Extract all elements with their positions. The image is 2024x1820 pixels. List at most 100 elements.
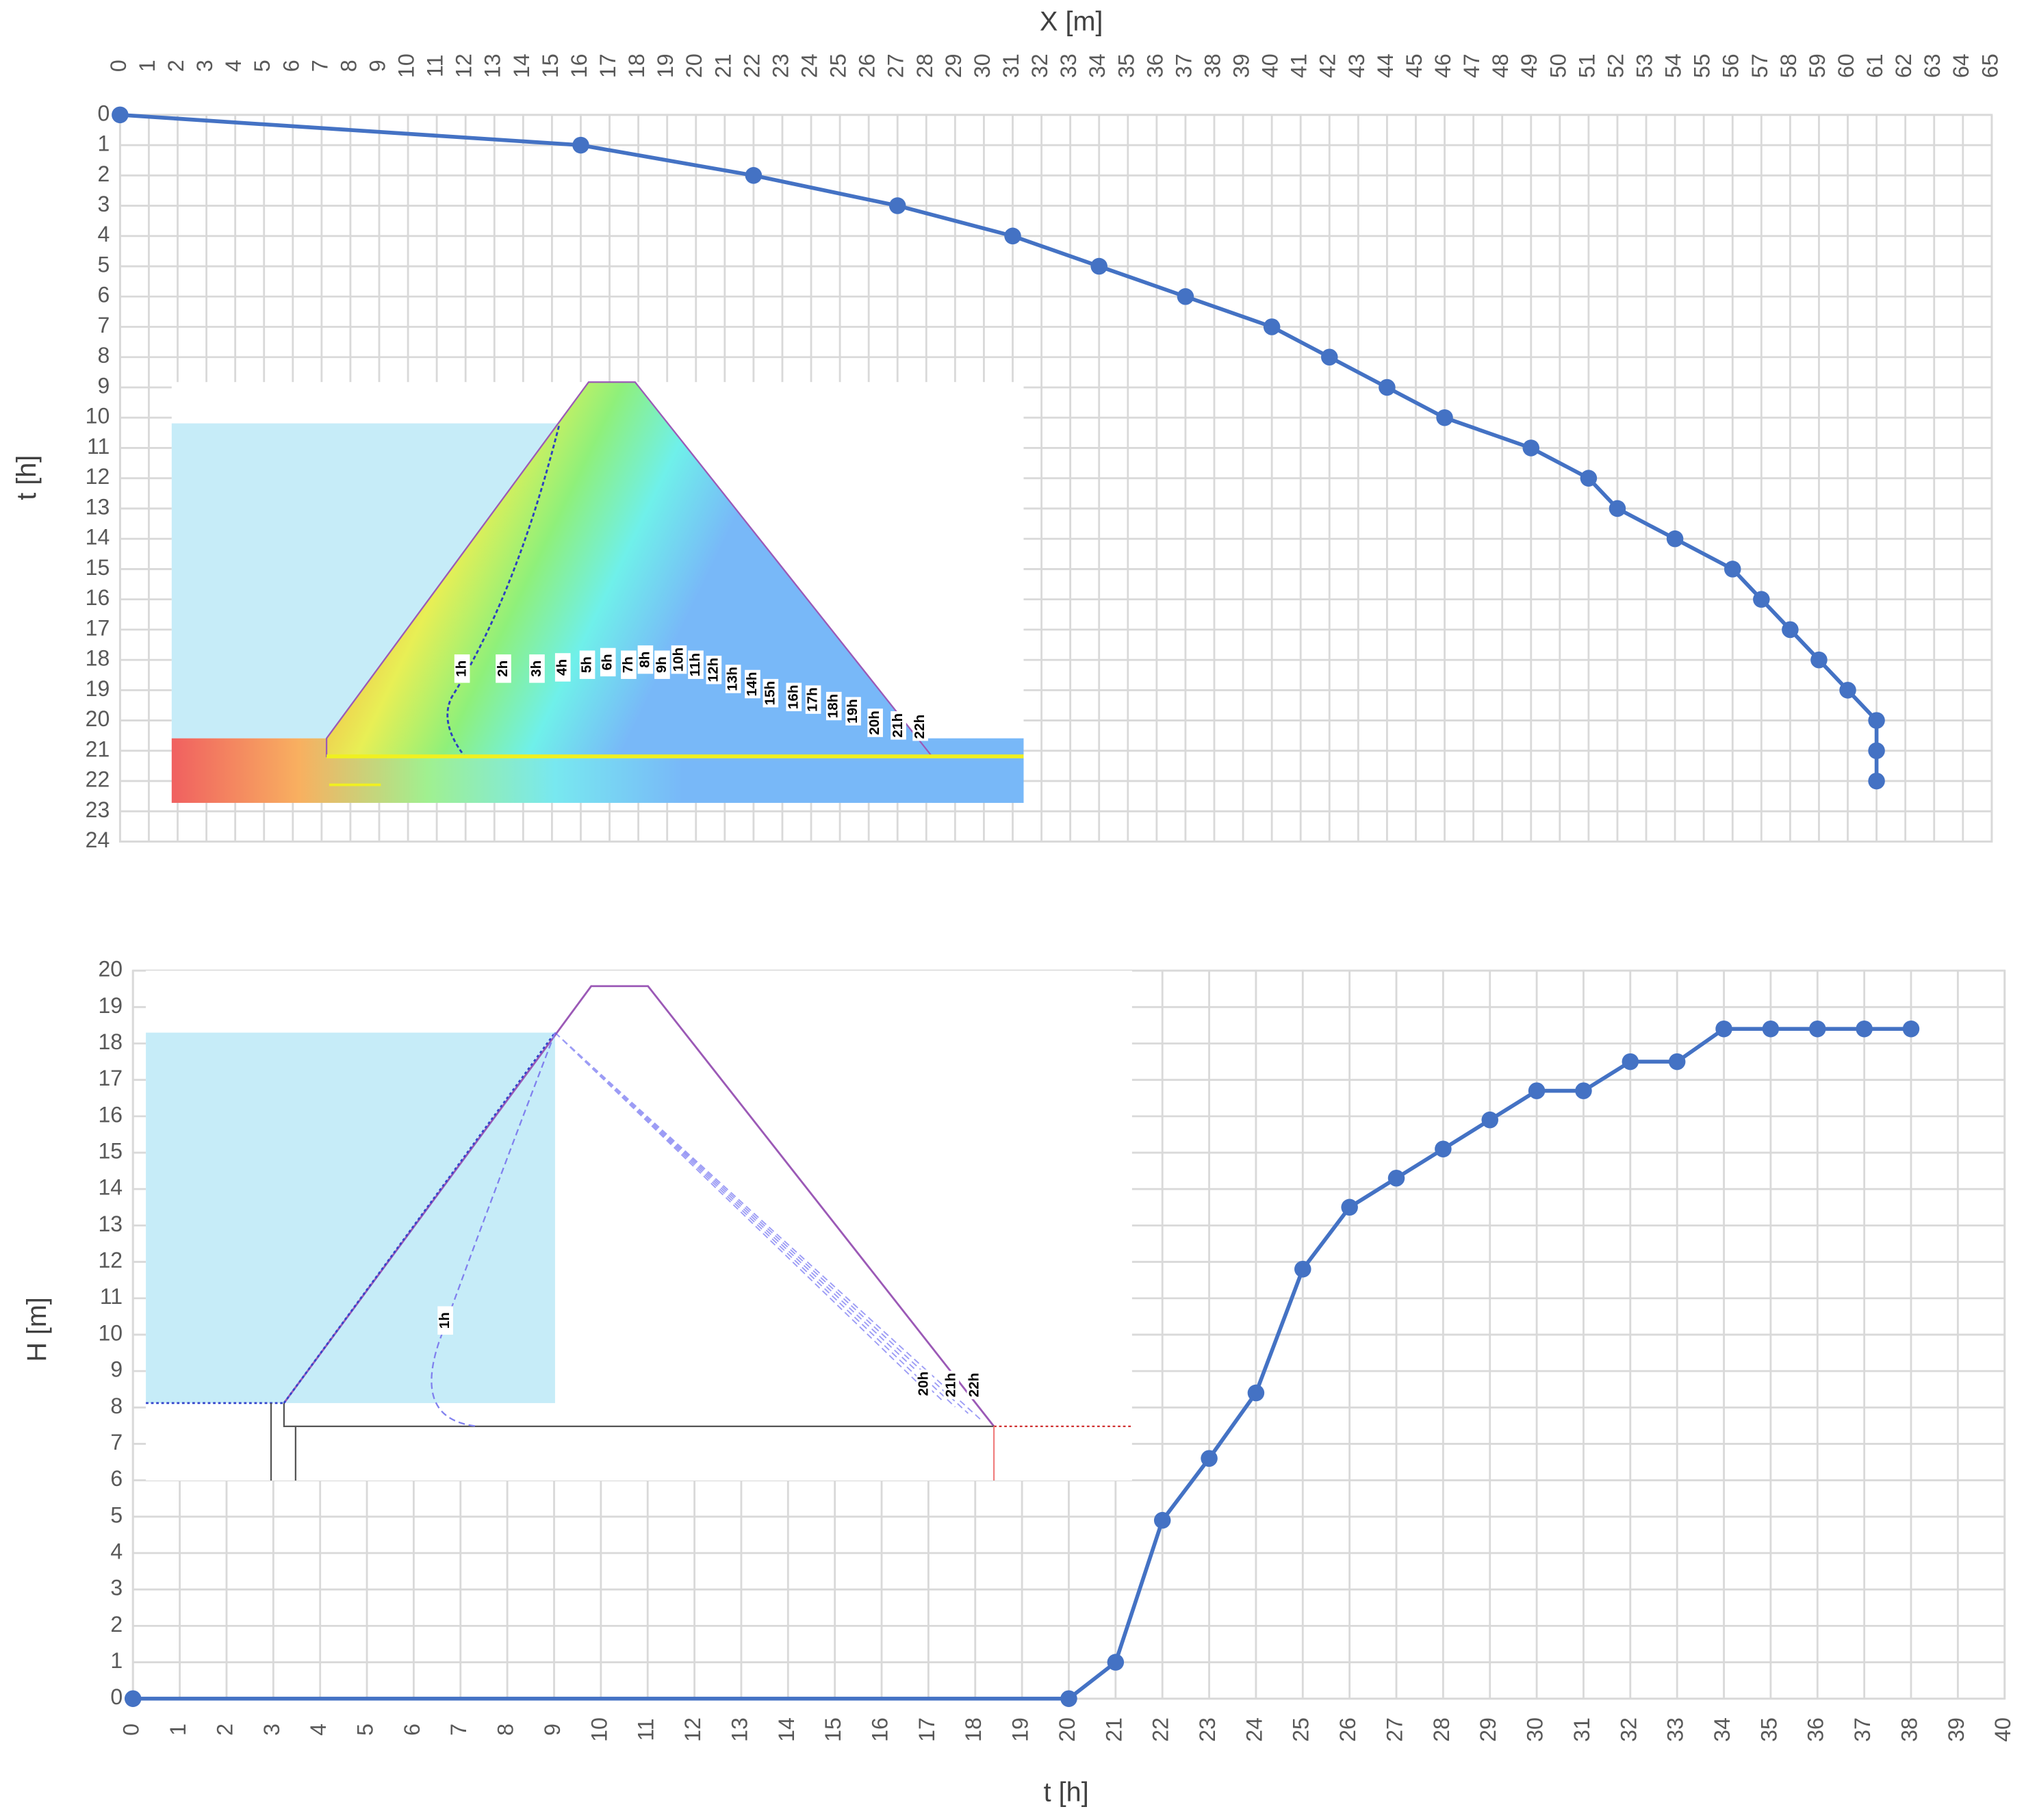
y-tick-label: 20 [86,706,110,731]
y-tick-label: 11 [87,434,110,459]
x-tick-label: 24 [797,53,822,78]
x-tick-label: 57 [1747,53,1772,78]
y-tick-label: 1 [97,131,110,156]
y-tick-label: 10 [86,404,110,428]
x-tick-label: 8 [494,1723,518,1736]
x-tick-label: 43 [1344,53,1369,78]
x-tick-label: 53 [1632,53,1656,78]
x-tick-label: 0 [119,1723,144,1736]
x-tick-label: 39 [1944,1717,1969,1742]
x-tick-label: 31 [999,53,1023,78]
x-axis-title: t [h] [1044,1778,1089,1808]
x-tick-label: 21 [710,53,735,78]
inset-label-box [621,650,637,679]
y-tick-label: 11 [100,1284,123,1309]
inset-label-box [579,650,595,679]
data-point [1379,379,1396,396]
x-tick-label: 21 [1101,1717,1126,1742]
x-tick-label: 5 [353,1723,378,1736]
x-tick-label: 12 [452,53,476,78]
x-tick-label: 49 [1517,53,1541,78]
x-tick-label: 45 [1402,53,1426,78]
y-tick-label: 13 [98,1212,123,1236]
inset-label: 18h [825,694,841,719]
x-tick-label: 11 [423,55,448,77]
x-tick-label: 11 [634,1718,658,1741]
data-point [1782,621,1799,639]
data-point [1753,591,1770,608]
data-layer [112,106,1920,1707]
reservoir [146,1032,555,1403]
y-tick-label: 0 [97,101,110,125]
y-tick-label: 22 [86,767,110,792]
x-tick-label: 37 [1171,53,1196,78]
y-tick-label: 8 [97,343,110,368]
inset-label: 4h [554,659,570,676]
x-tick-label: 36 [1804,1717,1828,1742]
y-tick-label: 20 [98,957,123,982]
foundation-line [283,1402,995,1427]
data-point [1666,530,1684,548]
x-tick-label: 2 [212,1723,237,1736]
inset-label-box [763,678,779,708]
x-tick-label: 28 [1429,1717,1454,1742]
x-tick-label: 31 [1570,1717,1594,1742]
inset-label-box [725,665,741,693]
x-tick-label: 36 [1142,53,1167,78]
y-axis-title: t [h] [12,455,42,500]
data-point [1528,1082,1546,1099]
inset-label: 2h [495,661,511,677]
data-point [1481,1111,1498,1129]
inset-label: 13h [725,667,741,691]
y-tick-label: 10 [98,1320,123,1345]
x-tick-label: 19 [1008,1717,1033,1742]
inset-label: 20h [867,710,882,735]
y-tick-label: 4 [97,222,110,246]
inset-label: 15h [762,681,778,706]
x-tick-label: 4 [221,60,246,72]
x-tick-label: 48 [1488,53,1513,78]
x-tick-label: 42 [1316,53,1340,78]
inset-label: 21h [943,1373,958,1398]
y-tick-label: 18 [86,646,110,671]
inset-label-box [825,691,842,721]
x-tick-label: 27 [884,53,908,78]
x-tick-label: 7 [446,1723,471,1736]
inset-label-box [786,682,802,712]
x-tick-label: 60 [1834,53,1858,78]
x-tick-label: 3 [259,1723,284,1736]
dam-body [325,381,934,758]
x-tick-label: 28 [912,53,937,78]
x-tick-label: 6 [400,1723,424,1736]
inset-label: 21h [890,713,906,738]
inset-label-box [529,654,545,683]
data-point [1522,439,1540,457]
y-tick-label: 7 [97,313,110,337]
x-tick-label: 55 [1690,53,1715,78]
data-point [745,167,763,184]
y-tick-label: 12 [98,1248,123,1272]
y-tick-label: 5 [110,1502,123,1527]
data-point [124,1690,142,1707]
x-tick-label: 33 [1663,1717,1688,1742]
x-tick-label: 14 [774,1717,799,1742]
inset-label-box [805,685,821,714]
y-tick-label: 18 [98,1029,123,1054]
y-tick-label: 14 [86,525,110,550]
x-tick-label: 52 [1603,53,1628,78]
x-tick-label: 20 [682,53,706,78]
data-point [1724,561,1741,578]
x-tick-label: 59 [1805,53,1830,78]
x-tick-label: 30 [970,53,995,78]
x-tick-label: 54 [1661,53,1686,78]
x-tick-label: 32 [1616,1717,1641,1742]
data-point [1435,1140,1452,1157]
x-tick-label: 12 [680,1717,705,1742]
data-point [1321,348,1338,366]
data-point [1387,1170,1405,1187]
data-point [1263,318,1281,335]
data-point [1107,1654,1125,1671]
inset-label-box [912,712,928,741]
inset-label: 14h [744,672,760,697]
inset-label-box [437,1306,453,1335]
